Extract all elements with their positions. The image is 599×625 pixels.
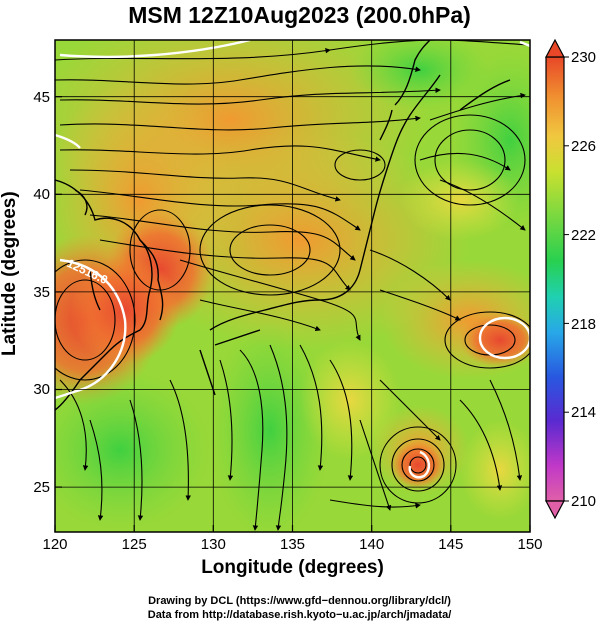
y-tick-label: 25 bbox=[33, 479, 50, 496]
colorbar-tick-label: 222 bbox=[571, 227, 596, 244]
height-contours bbox=[55, 40, 530, 479]
colorbar-tick-label: 226 bbox=[571, 138, 596, 155]
colorbar-max-arrow bbox=[545, 38, 565, 58]
map-title: MSM 12Z10Aug2023 (200.0hPa) bbox=[128, 2, 471, 28]
drawing-credit: Drawing by DCL (https://www.gfd−dennou.o… bbox=[148, 595, 451, 607]
coastlines bbox=[55, 40, 511, 411]
x-tick-label: 135 bbox=[280, 536, 305, 553]
y-tick-label: 30 bbox=[33, 381, 50, 398]
data-credit: Data from http://database.rish.kyoto−u.a… bbox=[147, 609, 452, 621]
colorbar: 230 226 222 218 214 210 bbox=[545, 38, 596, 520]
colorbar-tick-label: 218 bbox=[571, 316, 596, 333]
colorbar-gradient bbox=[545, 56, 565, 502]
x-tick-label: 150 bbox=[517, 536, 542, 553]
x-tick-label: 120 bbox=[42, 536, 67, 553]
y-tick-label: 45 bbox=[33, 89, 50, 106]
colorbar-tick-label: 214 bbox=[571, 404, 596, 421]
y-tick-label: 40 bbox=[33, 186, 50, 203]
axis-ticks bbox=[54, 96, 531, 532]
y-tick-label: 35 bbox=[33, 284, 50, 301]
x-tick-label: 125 bbox=[122, 536, 147, 553]
x-tick-label: 130 bbox=[201, 536, 226, 553]
streamlines bbox=[55, 40, 530, 531]
colorbar-tick-label: 230 bbox=[571, 49, 596, 66]
temperature-field: 12516.0 bbox=[55, 40, 530, 532]
colorbar-tick-label: 210 bbox=[571, 493, 596, 510]
graticule bbox=[55, 40, 530, 532]
x-axis-label: Longitude (degrees) bbox=[201, 557, 384, 578]
y-axis-label: Latitude (degrees) bbox=[0, 191, 20, 356]
x-tick-label: 140 bbox=[359, 536, 384, 553]
colorbar-min-arrow bbox=[545, 500, 565, 520]
x-tick-label: 145 bbox=[438, 536, 463, 553]
